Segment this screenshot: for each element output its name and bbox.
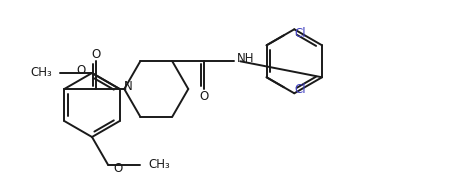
Text: O: O (200, 90, 209, 103)
Text: O: O (77, 65, 86, 77)
Text: CH₃: CH₃ (148, 158, 170, 171)
Text: CH₃: CH₃ (30, 66, 52, 80)
Text: N: N (124, 81, 132, 93)
Text: NH: NH (237, 52, 255, 65)
Text: Cl: Cl (294, 83, 306, 96)
Text: Cl: Cl (294, 27, 306, 40)
Text: O: O (92, 48, 101, 60)
Text: O: O (113, 162, 122, 175)
